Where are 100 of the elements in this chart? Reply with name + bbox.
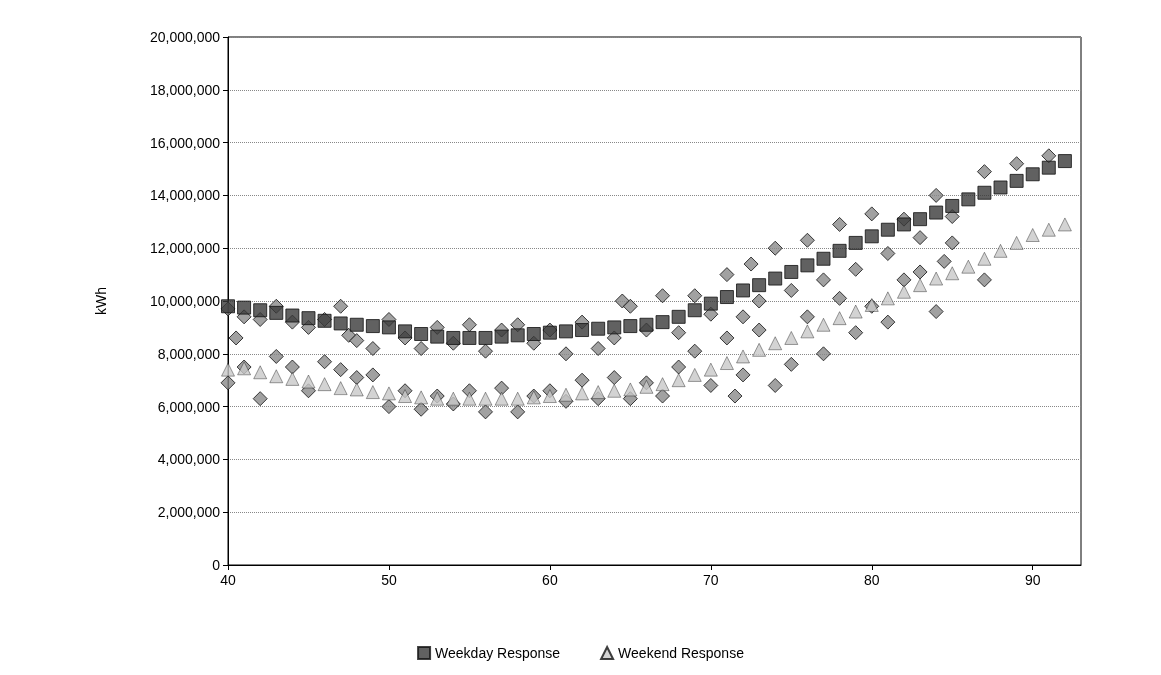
point: [575, 386, 589, 401]
point: [784, 331, 799, 345]
point: [800, 324, 815, 339]
point: [816, 251, 831, 266]
point: [462, 330, 477, 345]
point: [1009, 236, 1024, 250]
y-tick-label: 0: [212, 557, 221, 573]
x-tick-label: 40: [220, 572, 236, 588]
point: [1009, 173, 1024, 188]
point: [462, 391, 477, 406]
point: [366, 385, 380, 399]
y-tick-label: 4,000,000: [157, 451, 221, 468]
point: [655, 377, 670, 391]
point: [237, 300, 252, 315]
point: [333, 381, 348, 395]
point: [414, 390, 428, 405]
x-tick-label: 80: [863, 572, 880, 588]
point: [752, 278, 767, 293]
point: [1057, 154, 1072, 169]
point: [639, 380, 654, 394]
y-tick-label: 2,000,000: [157, 504, 221, 521]
y-axis-title: kWh: [93, 287, 109, 315]
point: [398, 389, 412, 403]
point: [736, 349, 750, 364]
point: [607, 384, 622, 398]
point: [253, 303, 268, 318]
y-tick-label: 20,000,000: [149, 29, 221, 45]
point: [1042, 222, 1056, 237]
point: [704, 362, 718, 377]
point: [848, 304, 863, 319]
point: [623, 382, 638, 397]
point: [494, 391, 509, 406]
x-tick-label: 60: [542, 572, 558, 588]
point: [977, 185, 992, 200]
point: [671, 309, 686, 324]
point: [623, 319, 638, 334]
point: [478, 391, 493, 406]
point: [317, 377, 332, 391]
point: [301, 311, 316, 326]
legend-label: Weekend Response: [618, 645, 745, 661]
point: [349, 317, 364, 332]
point: [221, 362, 235, 377]
point: [945, 266, 959, 281]
point: [768, 271, 783, 286]
point: [880, 222, 895, 237]
y-tick-label: 18,000,000: [149, 81, 221, 98]
point: [381, 320, 396, 335]
point: [494, 329, 509, 344]
point: [543, 389, 557, 403]
point: [253, 365, 267, 380]
point: [478, 330, 493, 345]
point: [945, 198, 960, 213]
point: [333, 316, 348, 331]
point: [510, 328, 525, 343]
point: [285, 308, 300, 323]
y-tick-label: 8,000,000: [157, 345, 221, 362]
point: [510, 391, 525, 406]
point: [446, 391, 461, 406]
point: [559, 387, 573, 402]
point: [430, 329, 445, 344]
x-tick-label: 70: [703, 572, 719, 588]
point: [977, 252, 992, 266]
point: [687, 303, 702, 318]
point: [913, 212, 928, 227]
point: [591, 321, 606, 336]
point: [1058, 217, 1072, 232]
point: [768, 336, 782, 350]
point: [269, 369, 284, 383]
point: [896, 217, 911, 232]
point: [993, 180, 1008, 195]
point: [929, 271, 943, 286]
point: [526, 327, 541, 341]
point: [639, 317, 654, 332]
point: [832, 311, 847, 325]
point: [752, 343, 766, 357]
point: [575, 323, 590, 338]
point: [591, 385, 605, 399]
point: [719, 290, 734, 305]
y-tick-label: 12,000,000: [149, 240, 221, 257]
point: [1041, 160, 1056, 175]
point: [414, 327, 429, 341]
point: [687, 368, 702, 382]
point: [929, 205, 944, 220]
point: [881, 291, 895, 306]
y-tick-label: 16,000,000: [149, 134, 221, 151]
point: [558, 324, 573, 339]
y-tick-label: 10,000,000: [149, 293, 221, 309]
point: [1025, 228, 1040, 242]
point: [848, 235, 863, 250]
y-tick-label: 14,000,000: [149, 187, 221, 204]
point: [398, 324, 413, 339]
point: [864, 229, 879, 244]
point: [816, 318, 831, 332]
point: [301, 374, 316, 389]
point: [961, 192, 976, 207]
point: [269, 305, 284, 320]
point: [1025, 167, 1040, 182]
point: [671, 373, 686, 387]
point: [832, 243, 847, 258]
point: [365, 319, 380, 334]
